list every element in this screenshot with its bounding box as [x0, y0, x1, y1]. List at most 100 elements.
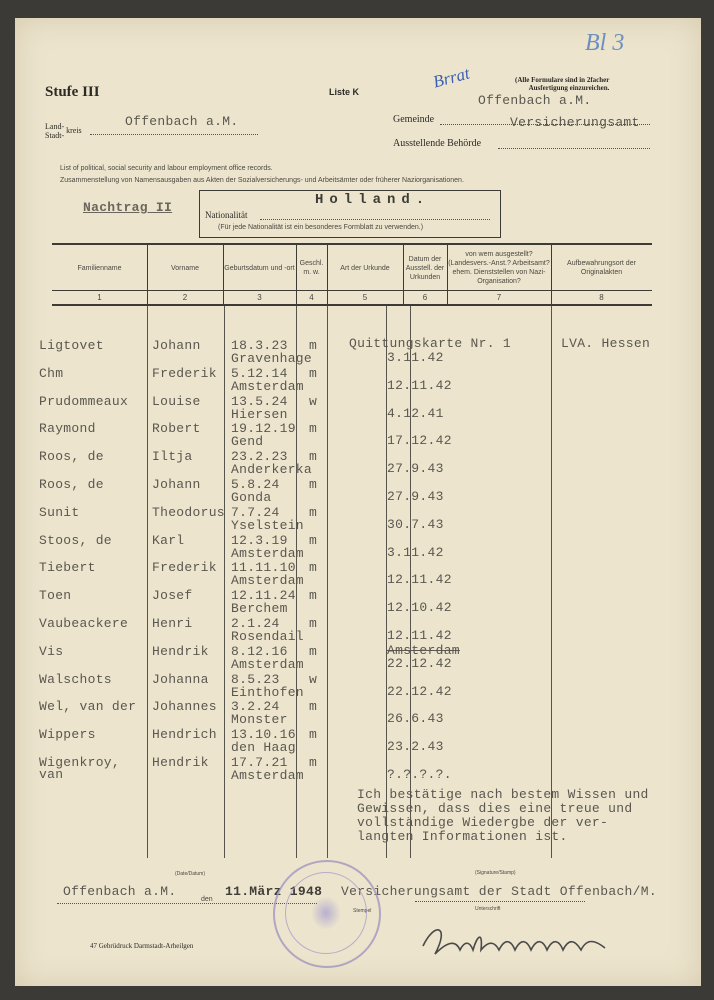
geburtsdatum-cell: 2.1.24 — [231, 616, 280, 631]
familienname-cell: Sunit — [39, 504, 80, 520]
geschlecht-cell: m — [309, 504, 318, 520]
note-line: Ausfertigung einzureichen. — [528, 84, 610, 92]
datum-cell: 12.11.42 — [387, 377, 452, 393]
familienname-cell: Chm — [39, 365, 64, 381]
den-label: den — [201, 896, 213, 903]
column-header: Aufbewahrungsort der Originalakten — [567, 260, 636, 276]
column-header: Geschl. m. w. — [299, 260, 324, 276]
nationality-value: Holland. — [315, 192, 431, 208]
familienname-cell: Raymond — [39, 421, 96, 437]
column-header: Familienname — [77, 264, 122, 272]
gemeinde-value: Versicherungsamt — [510, 115, 640, 130]
familienname-cell: Roos, de — [39, 449, 104, 465]
column-divider — [403, 244, 405, 306]
column-divider — [296, 306, 298, 858]
geburtsdatum-cell: 13.5.24 — [231, 393, 288, 409]
geschlecht-cell: m — [309, 449, 318, 465]
geburtsdatum-cell: 11.11.10 — [231, 560, 296, 576]
table-row: Wel, van der Johannes 3.2.24 m Monster 26.6.4… — [15, 699, 701, 729]
vorname-cell: Robert — [152, 421, 201, 437]
datum-cell: 3.11.42 — [387, 544, 444, 560]
signature-label: (Signature/Stamp) — [475, 870, 516, 876]
familienname-cell: Vaubeackere — [39, 616, 129, 631]
column-divider — [447, 244, 449, 306]
datum-cell: 12.10.42 — [387, 600, 452, 616]
geburtsort-cell: Amsterdam — [231, 656, 304, 672]
behoerde-label: Ausstellende Behörde — [393, 138, 482, 149]
geburtsdatum-cell: 3.2.24 — [231, 699, 280, 715]
geschlecht-cell: m — [309, 477, 318, 492]
familienname-cell: Wippers — [39, 727, 96, 743]
nationality-box: Holland. Nationalität (Für jede National… — [199, 190, 501, 238]
column-divider — [224, 306, 226, 858]
table-row: Tiebert Frederik 11.11.10 m Amsterdam 12.11.4… — [15, 560, 701, 590]
column-divider — [551, 244, 553, 306]
geburtsdatum-cell: 5.12.14 — [231, 365, 288, 381]
geschlecht-cell: m — [309, 532, 318, 548]
form-note: (Alle Formulare sind in 2facher Ausferti… — [515, 76, 609, 92]
column-divider — [147, 306, 149, 858]
confirmation-line: Gewissen, dass dies eine treue und — [357, 801, 633, 816]
geburtsort-cell: Amsterdam — [231, 545, 304, 561]
vorname-cell: Hendrik — [152, 643, 209, 659]
vorname-cell: Louise — [152, 393, 201, 409]
vorname-cell: Theodorus — [152, 504, 225, 520]
geburtsort-cell: Gonda — [231, 490, 272, 505]
column-number: 3 — [257, 293, 262, 302]
vorname-cell: Iltja — [152, 449, 193, 465]
gemeinde-label: Gemeinde — [393, 114, 435, 125]
column-header: von wem ausgestellt? (Landesvers.-Anst.?… — [448, 251, 550, 285]
place-value: Offenbach a.M. — [63, 884, 177, 899]
column-divider — [223, 244, 225, 306]
sheet-number: Bl 3 — [585, 30, 625, 56]
table-row: Wigenkroy, van Hendrik 17.7.21 m Amsterdam?.… — [15, 755, 701, 785]
column-number: 4 — [309, 293, 314, 302]
datum-cell: 12.11.42 — [387, 628, 452, 643]
geburtsort-cell: Amsterdam — [231, 573, 304, 589]
vorname-cell: Johann — [152, 477, 201, 492]
familienname-cell: Prudommeaux — [39, 393, 129, 409]
familienname-cell: Wigenkroy, van — [39, 755, 121, 782]
geschlecht-cell: m — [309, 338, 318, 353]
urkunde-cell: Quittungskarte Nr. 1 — [349, 336, 512, 351]
familienname-cell: Tiebert — [39, 560, 96, 576]
geburtsort-cell: Hiersen — [231, 406, 288, 422]
geburtsdatum-cell: 19.12.19 — [231, 421, 296, 437]
handwritten-mark: Brrat — [431, 63, 472, 92]
german-caption: Zusammenstellung von Namensausgaben aus … — [60, 177, 464, 184]
landkreis-value: Offenbach a.M. — [125, 114, 239, 129]
table-row: Prudommeaux Louise 13.5.24 w Hiersen 4.12.41 — [15, 393, 701, 424]
geschlecht-cell: w — [309, 393, 318, 409]
unterschrift-label: Unterschrift — [475, 906, 501, 912]
geburtsort-cell: Einthofen — [231, 684, 304, 700]
geschlecht-cell: m — [309, 699, 318, 715]
official-stamp — [273, 860, 381, 968]
english-caption: List of political, social security and l… — [60, 165, 273, 172]
table-row: Roos, de Johann 5.8.24 m Gonda 27.9.43 — [15, 477, 701, 507]
familienname-cell: Roos, de — [39, 477, 104, 492]
column-divider — [296, 244, 298, 306]
datum-cell: 30.7.43 — [387, 516, 444, 532]
column-header: Geburtsdatum und -ort — [224, 264, 295, 272]
column-divider — [327, 244, 329, 306]
table-row: Raymond Robert 19.12.19 m Gend 17.12.42 — [15, 421, 701, 451]
column-number: 1 — [97, 293, 102, 302]
geburtsort-cell: Amsterdam — [231, 768, 304, 783]
geburtsort-cell: Gravenhage — [231, 351, 313, 366]
table-row: Roos, de Iltja 23.2.23 m Anderkerka 27.9.43 — [15, 449, 701, 479]
vorname-cell: Hendrich — [152, 727, 217, 743]
authority-value: Versicherungsamt der Stadt Offenbach/M. — [341, 884, 657, 899]
familienname-cell: Wel, van der — [39, 699, 137, 715]
table-row: Stoos, de Karl 12.3.19 m Amsterdam 3.11.42 — [15, 532, 701, 563]
table-row: Toen Josef 12.11.24 m Berchem 12.10.42 — [15, 589, 701, 618]
column-divider — [147, 244, 149, 306]
geburtsort-cell: den Haag — [231, 740, 296, 756]
vorname-cell: Henri — [152, 616, 193, 631]
column-number: 6 — [422, 293, 428, 302]
confirmation-text: Ich bestätige nach bestem Wissen und Gew… — [357, 788, 649, 844]
stufe-label: Stufe III — [45, 84, 100, 100]
geburtsdatum-cell: 23.2.23 — [231, 449, 288, 465]
table-row: Ligtovet Johann 18.3.23 m Gravenhage Quittung… — [15, 336, 701, 368]
confirmation-line: vollständige Wiedergbe der ver- — [357, 815, 609, 830]
vorname-cell: Johannes — [152, 699, 217, 715]
